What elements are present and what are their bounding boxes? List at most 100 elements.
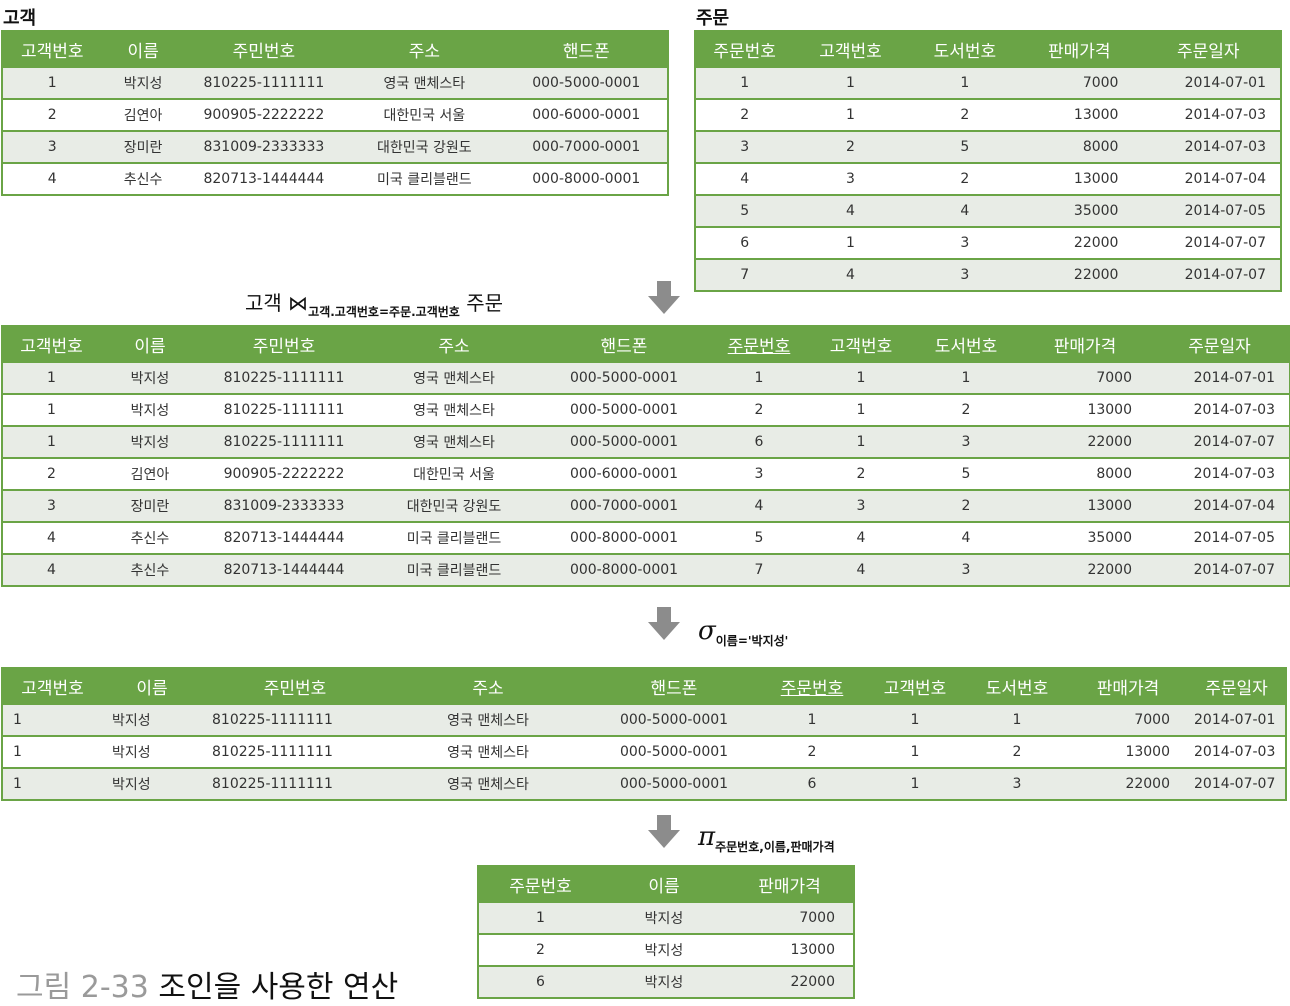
header-row: 고객번호 이름 주민번호 주소 핸드폰: [2, 31, 668, 67]
table-cell: 2: [2, 98, 102, 131]
column-header: 고객번호: [864, 668, 966, 704]
column-header: 도서번호: [966, 668, 1068, 704]
column-header: 고객번호: [2, 668, 102, 704]
table-row: 4 추신수 820713-1444444 미국 클리블랜드 000-8000-0001 7…: [2, 553, 1290, 586]
table-cell: 000-5000-0001: [588, 735, 760, 768]
table-row: 4 3 2 13000 2014-07-04: [695, 162, 1281, 195]
table-cell: 1: [760, 703, 864, 736]
table-cell: 박지성: [100, 425, 200, 458]
table-cell: 2014-07-07: [1150, 425, 1290, 458]
table-cell: 추신수: [100, 521, 200, 554]
table-cell: 8000: [1022, 130, 1137, 163]
order-table-label: 주문: [696, 8, 730, 29]
table-cell: 831009-2333333: [200, 489, 368, 522]
column-header: 주민번호: [200, 326, 368, 362]
table-cell: 박지성: [101, 66, 185, 99]
table-cell: 3: [810, 489, 912, 522]
table-cell: 22000: [1068, 767, 1188, 800]
table-row: 1 박지성 810225-1111111 영국 맨체스타 000-5000-0001: [2, 66, 668, 99]
column-header: 이름: [602, 866, 726, 902]
table-cell: 000-8000-0001: [505, 162, 668, 195]
table-cell: 1: [793, 66, 908, 99]
table-cell: 4: [708, 489, 810, 522]
table-row: 2 김연아 900905-2222222 대한민국 서울 000-6000-0001 3 2…: [2, 457, 1290, 490]
down-arrow-icon: [648, 607, 680, 640]
column-header: 주문번호: [760, 668, 864, 704]
table-cell: 820713-1444444: [184, 162, 344, 195]
table-cell: 김연아: [100, 457, 200, 490]
table-cell: 추신수: [101, 162, 185, 195]
table-cell: 1: [2, 735, 102, 768]
join-left-relation: 고객: [245, 291, 282, 315]
table-cell: 1: [2, 425, 100, 458]
table-cell: 2: [912, 489, 1020, 522]
figure-title: 조인을 사용한 연산: [158, 970, 399, 1005]
table-cell: 3: [695, 130, 794, 163]
table-cell: 2014-07-04: [1136, 162, 1281, 195]
table-cell: 3: [907, 226, 1023, 259]
column-header: 주민번호: [202, 668, 388, 704]
table-cell: 2014-07-07: [1136, 226, 1281, 259]
column-header: 핸드폰: [540, 326, 708, 362]
table-row: 6 1 3 22000 2014-07-07: [695, 226, 1281, 259]
table-cell: 1: [810, 425, 912, 458]
column-header: 이름: [101, 31, 185, 67]
table-cell: 2014-07-01: [1150, 361, 1290, 394]
table-cell: 900905-2222222: [184, 98, 344, 131]
table-cell: 22000: [1020, 425, 1150, 458]
column-header: 주문일자: [1136, 31, 1281, 67]
figure-caption: 그림 2-33 조인을 사용한 연산: [16, 962, 398, 1006]
header-row: 주문번호 이름 판매가격: [478, 866, 854, 902]
table-cell: 1: [864, 703, 966, 736]
table-cell: 2014-07-01: [1188, 703, 1286, 736]
table-cell: 6: [708, 425, 810, 458]
select-operator: σ이름='박지성': [698, 616, 789, 648]
table-cell: 13000: [1068, 735, 1188, 768]
table-cell: 4: [907, 194, 1023, 227]
table-cell: 4: [695, 162, 794, 195]
column-header: 주문일자: [1188, 668, 1286, 704]
table-row: 1 박지성 810225-1111111 영국 맨체스타 000-5000-0001 6 1…: [2, 425, 1290, 458]
table-cell: 장미란: [100, 489, 200, 522]
table-cell: 810225-1111111: [200, 393, 368, 426]
table-cell: 2: [907, 98, 1023, 131]
header-row: 주문번호 고객번호 도서번호 판매가격 주문일자: [695, 31, 1281, 67]
table-cell: 2014-07-07: [1188, 767, 1286, 800]
table-cell: 7: [708, 553, 810, 586]
table-cell: 000-5000-0001: [540, 425, 708, 458]
table-cell: 35000: [1022, 194, 1137, 227]
table-cell: 2014-07-07: [1136, 258, 1281, 291]
table-cell: 2: [907, 162, 1023, 195]
table-cell: 000-5000-0001: [540, 393, 708, 426]
table-cell: 박지성: [602, 965, 726, 998]
select-condition: 이름='박지성': [715, 634, 789, 648]
table-cell: 1: [810, 361, 912, 394]
table-cell: 4: [2, 162, 102, 195]
table-cell: 000-6000-0001: [505, 98, 668, 131]
table-cell: 박지성: [602, 933, 726, 966]
column-header: 고객번호: [810, 326, 912, 362]
table-cell: 1: [695, 66, 794, 99]
table-cell: 미국 클리블랜드: [343, 162, 506, 195]
column-header: 주문번호: [695, 31, 794, 67]
table-cell: 2: [966, 735, 1068, 768]
table-cell: 박지성: [602, 901, 726, 934]
table-cell: 2014-07-04: [1150, 489, 1290, 522]
table-cell: 000-5000-0001: [540, 361, 708, 394]
table-cell: 7000: [1022, 66, 1137, 99]
table-cell: 810225-1111111: [200, 425, 368, 458]
table-cell: 000-7000-0001: [505, 130, 668, 163]
table-cell: 2: [912, 393, 1020, 426]
table-cell: 영국 맨체스타: [388, 703, 588, 736]
table-cell: 2014-07-03: [1150, 457, 1290, 490]
table-cell: 2014-07-07: [1150, 553, 1290, 586]
table-cell: 3: [793, 162, 908, 195]
table-cell: 1: [2, 361, 100, 394]
table-cell: 820713-1444444: [200, 521, 368, 554]
table-cell: 5: [708, 521, 810, 554]
project-operator: π주문번호,이름,판매가격: [698, 822, 835, 854]
table-cell: 1: [2, 66, 102, 99]
table-cell: 4: [810, 521, 912, 554]
table-cell: 3: [912, 553, 1020, 586]
table-cell: 2: [760, 735, 864, 768]
